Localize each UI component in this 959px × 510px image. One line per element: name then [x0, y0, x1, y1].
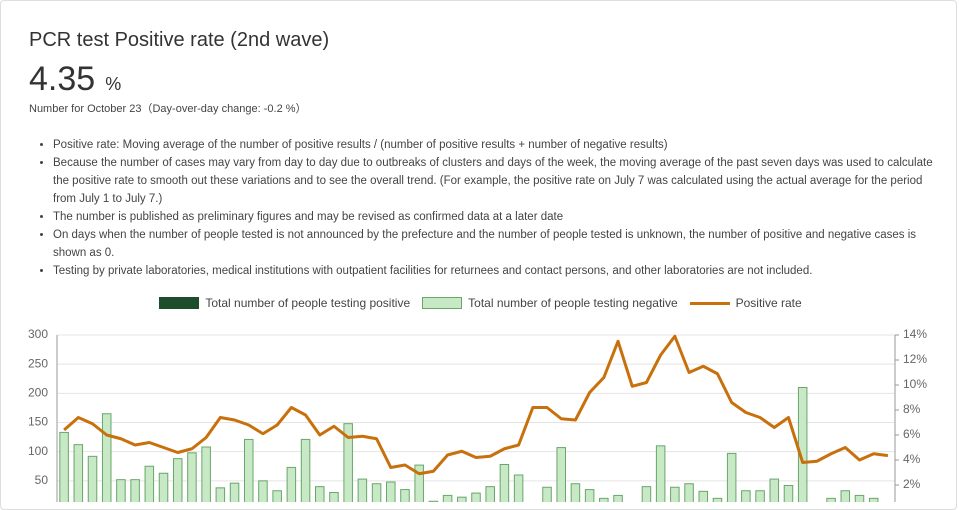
bar — [471, 492, 481, 502]
bar — [272, 490, 282, 502]
bar — [542, 486, 552, 502]
bar — [769, 478, 780, 502]
bar — [286, 466, 297, 502]
bar — [712, 497, 723, 502]
bar — [329, 492, 339, 502]
bar — [201, 446, 211, 502]
bar — [613, 494, 623, 502]
legend-swatch — [159, 297, 200, 309]
y2-tick-label: 12% — [903, 352, 927, 366]
bar — [741, 490, 751, 502]
bar — [499, 464, 510, 502]
y2-tick-label: 4% — [903, 452, 921, 466]
bar — [797, 387, 808, 502]
legend: Total number of people testing positive T… — [1, 296, 959, 310]
legend-item: Total number of people testing negative — [422, 296, 678, 310]
note-item: On days when the number of people tested… — [53, 226, 933, 262]
bar — [670, 486, 680, 502]
bar — [457, 496, 467, 502]
bar — [868, 497, 879, 502]
note-item: The number is published as preliminary f… — [53, 208, 933, 226]
y2-tick-label: 14% — [903, 327, 927, 341]
y-tick-label: 300 — [28, 327, 48, 341]
bar — [158, 472, 169, 502]
y2-tick-label: 2% — [903, 477, 921, 491]
legend-label: Total number of people testing positive — [205, 296, 411, 310]
bar — [87, 455, 98, 502]
value-box: 4.35% — [29, 60, 121, 99]
legend-item: Positive rate — [689, 296, 802, 310]
bar — [258, 480, 268, 502]
bar — [59, 431, 69, 502]
bar — [655, 445, 666, 502]
bar — [187, 452, 197, 502]
legend-item: Total number of people testing positive — [159, 296, 410, 310]
legend-swatch — [689, 301, 730, 305]
bar — [570, 483, 581, 502]
bar — [826, 497, 836, 502]
bar — [485, 486, 495, 502]
y-tick-label: 250 — [28, 356, 48, 370]
bar — [357, 478, 368, 502]
note: Number for October 23（Day-over-day chang… — [29, 103, 307, 115]
chart: 50 100 150 200 250 300 2% 4% 6% 8% 10% 12% 14% — [28, 327, 927, 502]
bar — [172, 458, 183, 502]
bar — [641, 486, 652, 502]
note-item: Testing by private laboratories, medical… — [53, 262, 933, 280]
bar — [726, 452, 737, 502]
y-tick-label: 50 — [35, 473, 49, 487]
bar — [243, 438, 254, 502]
note-item: Because the number of cases may vary fro… — [53, 154, 933, 208]
bar — [144, 465, 155, 502]
legend-swatch — [422, 297, 463, 309]
bar — [755, 490, 765, 502]
y2-tick-label: 10% — [903, 377, 927, 391]
bar — [130, 479, 140, 502]
bar — [556, 447, 566, 502]
value: 4.35 — [29, 60, 96, 98]
bar — [783, 485, 794, 502]
bar — [315, 486, 325, 502]
bar — [684, 483, 694, 502]
bar — [371, 483, 382, 502]
bar — [854, 494, 865, 502]
legend-label: Positive rate — [735, 296, 802, 310]
y2-tick-label: 8% — [903, 402, 921, 416]
note-item: Positive rate: Moving average of the num… — [53, 136, 933, 154]
notes: Positive rate: Moving average of the num… — [35, 136, 933, 280]
y-tick-label: 100 — [28, 444, 48, 458]
bar — [300, 438, 311, 502]
bar — [584, 489, 595, 502]
bar — [414, 464, 424, 502]
y-tick-label: 200 — [28, 386, 48, 400]
bar — [442, 494, 453, 502]
bar — [116, 479, 126, 502]
unit: % — [105, 74, 122, 94]
line — [63, 334, 889, 476]
bar — [513, 474, 524, 502]
legend-label: Total number of people testing negative — [468, 296, 678, 310]
bar — [400, 489, 410, 502]
bar — [343, 423, 353, 502]
bar — [698, 490, 709, 502]
bar — [101, 413, 112, 502]
title: PCR test Positive rate (2nd wave) — [29, 29, 330, 51]
bar — [599, 497, 609, 502]
bar — [840, 490, 851, 502]
bar — [229, 482, 240, 502]
bar — [73, 444, 84, 502]
bar — [386, 481, 396, 502]
y2-tick-label: 6% — [903, 427, 921, 441]
bar — [215, 487, 226, 502]
y-tick-label: 150 — [28, 415, 48, 429]
